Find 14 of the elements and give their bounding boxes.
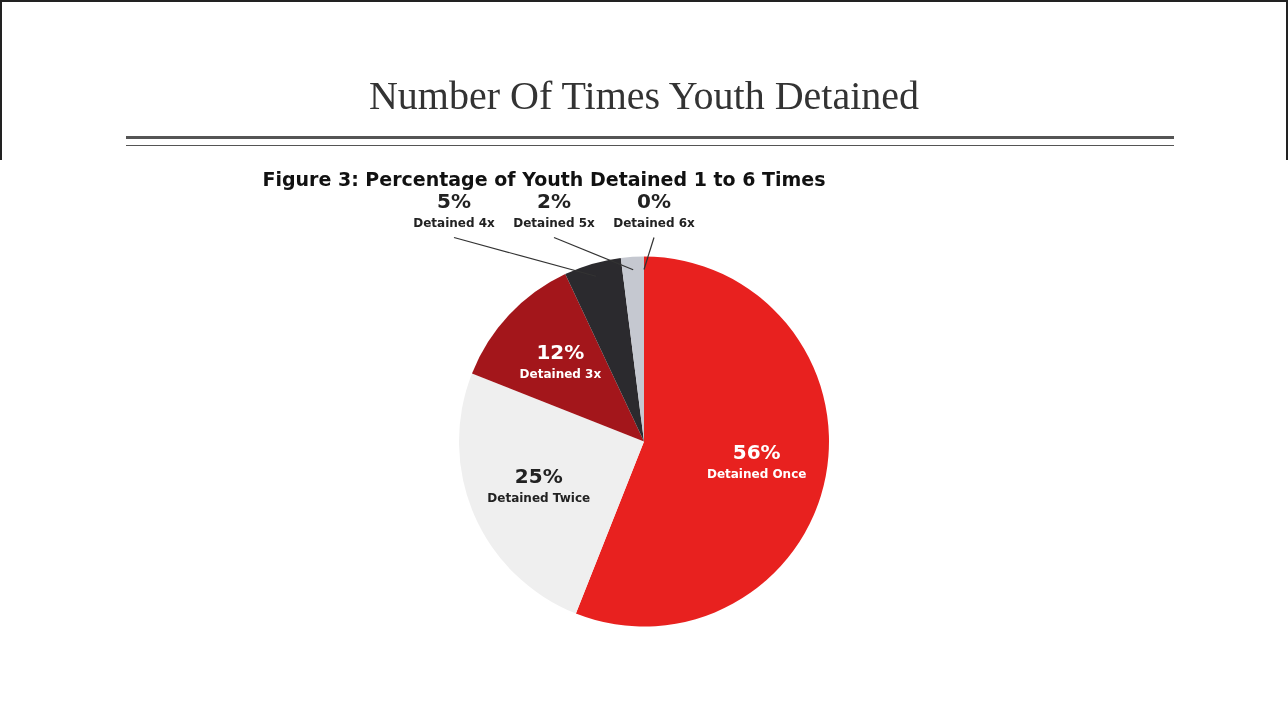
slice-label: Detained 3x [519,366,602,381]
chart-title: Number Of Times Youth Detained [368,72,920,119]
data-label: 25% [514,464,563,489]
data-label: 2% [537,188,571,213]
category-label: Detained 6x [613,215,695,230]
slice-label: Detained 5x [513,215,596,230]
slice-label: Detained 4x [413,215,496,230]
data-label: 56% [732,439,781,464]
chart-subtitle: Figure 3: Percentage of Youth Detained 1 to 6 Times [262,168,826,190]
data-label: 12% [536,339,585,364]
pie-slice [471,274,644,442]
slice-label: Detained Twice [487,491,591,506]
slice-label: Detained Once [706,466,807,481]
text: 0% [637,188,671,213]
